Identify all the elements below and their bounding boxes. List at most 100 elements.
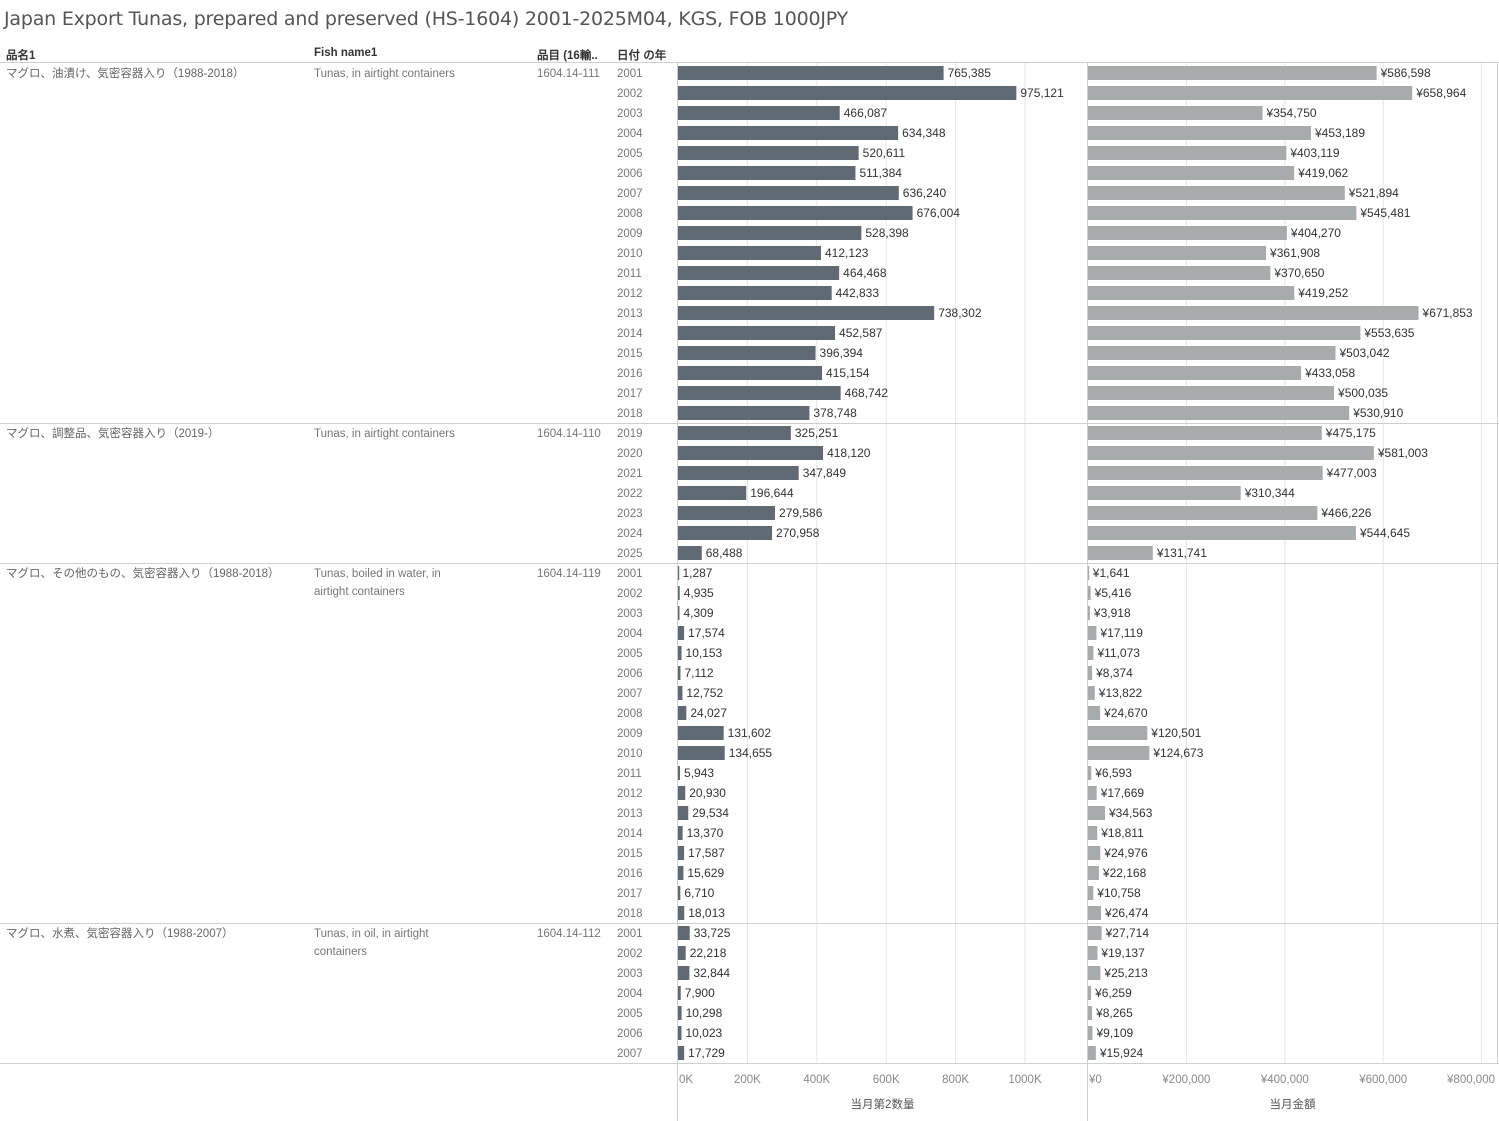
quantity-data-label: 24,027 bbox=[690, 706, 727, 720]
group-fish-name: Tunas, boiled in water, in bbox=[314, 568, 441, 580]
value-data-label: ¥477,003 bbox=[1326, 466, 1377, 480]
quantity-bar bbox=[678, 206, 913, 220]
value-bar bbox=[1088, 766, 1092, 780]
year-label: 2008 bbox=[617, 208, 643, 220]
value-bar bbox=[1088, 866, 1099, 880]
quantity-bar bbox=[678, 686, 683, 700]
year-label: 2019 bbox=[617, 428, 643, 440]
value-bar bbox=[1088, 646, 1094, 660]
year-label: 2009 bbox=[617, 728, 643, 740]
value-data-label: ¥6,593 bbox=[1094, 766, 1132, 780]
quantity-data-label: 415,154 bbox=[826, 366, 870, 380]
value-bar bbox=[1088, 966, 1101, 980]
value-data-label: ¥1,641 bbox=[1092, 566, 1130, 580]
year-label: 2015 bbox=[617, 848, 643, 860]
quantity-data-label: 528,398 bbox=[865, 226, 909, 240]
quantity-data-label: 636,240 bbox=[903, 186, 947, 200]
year-label: 2009 bbox=[617, 228, 643, 240]
quantity-tick-label: 0K bbox=[679, 1074, 693, 1086]
value-bar bbox=[1088, 926, 1102, 940]
quantity-bar bbox=[678, 1006, 682, 1020]
year-label: 2025 bbox=[617, 548, 643, 560]
value-bar bbox=[1088, 266, 1271, 280]
year-label: 2021 bbox=[617, 468, 643, 480]
header-code: 品目 (16輸.. bbox=[537, 50, 598, 62]
quantity-bar bbox=[678, 366, 823, 380]
year-label: 2004 bbox=[617, 628, 643, 640]
quantity-bar bbox=[678, 66, 944, 80]
group-fish-name: airtight containers bbox=[314, 586, 405, 598]
group-name-jp: マグロ、水煮、気密容器入り（1988-2007） bbox=[6, 926, 234, 940]
year-label: 2003 bbox=[617, 608, 643, 620]
quantity-data-label: 511,384 bbox=[859, 166, 902, 180]
value-data-label: ¥354,750 bbox=[1266, 106, 1317, 120]
quantity-data-label: 20,930 bbox=[689, 786, 726, 800]
quantity-tick-label: 800K bbox=[942, 1074, 969, 1086]
value-data-label: ¥18,811 bbox=[1100, 826, 1144, 840]
quantity-bar bbox=[678, 1026, 682, 1040]
year-label: 2005 bbox=[617, 648, 643, 660]
year-label: 2013 bbox=[617, 808, 643, 820]
quantity-data-label: 196,644 bbox=[750, 486, 794, 500]
quantity-data-label: 765,385 bbox=[948, 66, 992, 80]
value-data-label: ¥544,645 bbox=[1359, 526, 1410, 540]
quantity-data-label: 418,120 bbox=[827, 446, 871, 460]
group-fish-name: containers bbox=[314, 946, 367, 958]
quantity-data-label: 32,844 bbox=[693, 966, 730, 980]
quantity-data-label: 442,833 bbox=[836, 286, 880, 300]
quantity-bar bbox=[678, 606, 680, 620]
quantity-bar bbox=[678, 266, 840, 280]
value-bar bbox=[1088, 106, 1263, 120]
quantity-data-label: 33,725 bbox=[694, 926, 731, 940]
year-label: 2011 bbox=[617, 268, 642, 280]
quantity-bar bbox=[678, 326, 836, 340]
value-bar bbox=[1088, 686, 1095, 700]
quantity-tick-label: 200K bbox=[734, 1074, 761, 1086]
year-label: 2006 bbox=[617, 168, 643, 180]
value-data-label: ¥9,109 bbox=[1095, 1026, 1133, 1040]
value-data-label: ¥361,908 bbox=[1269, 246, 1320, 260]
value-tick-label: ¥800,000 bbox=[1446, 1074, 1495, 1086]
value-bar bbox=[1088, 1006, 1093, 1020]
quantity-data-label: 29,534 bbox=[692, 806, 729, 820]
group-name-jp: マグロ、その他のもの、気密容器入り（1988-2018） bbox=[6, 566, 280, 580]
value-data-label: ¥124,673 bbox=[1152, 746, 1203, 760]
header-fish-name: Fish name1 bbox=[314, 47, 378, 59]
value-data-label: ¥403,119 bbox=[1289, 146, 1339, 160]
value-tick-label: ¥200,000 bbox=[1161, 1074, 1210, 1086]
group-code: 1604.14-119 bbox=[537, 568, 601, 580]
year-label: 2014 bbox=[617, 328, 643, 340]
value-bar bbox=[1088, 426, 1322, 440]
value-data-label: ¥419,062 bbox=[1297, 166, 1348, 180]
value-data-label: ¥671,853 bbox=[1422, 306, 1473, 320]
group-name-jp: マグロ、油漬け、気密容器入り（1988-2018） bbox=[6, 66, 244, 80]
value-bar bbox=[1088, 146, 1287, 160]
value-bar bbox=[1088, 1026, 1093, 1040]
quantity-bar bbox=[678, 1046, 685, 1060]
value-bar bbox=[1088, 66, 1377, 80]
quantity-bar bbox=[678, 546, 702, 560]
value-bar bbox=[1088, 486, 1241, 500]
quantity-data-label: 7,900 bbox=[685, 986, 715, 1000]
value-bar bbox=[1088, 846, 1101, 860]
group-fish-name: Tunas, in airtight containers bbox=[314, 428, 455, 440]
quantity-bar bbox=[678, 306, 935, 320]
value-bar bbox=[1088, 726, 1148, 740]
value-axis-title: 当月金額 bbox=[1270, 1097, 1316, 1111]
value-data-label: ¥22,168 bbox=[1102, 866, 1147, 880]
year-label: 2003 bbox=[617, 968, 643, 980]
quantity-bar bbox=[678, 166, 856, 180]
quantity-data-label: 325,251 bbox=[795, 426, 839, 440]
value-data-label: ¥433,058 bbox=[1304, 366, 1355, 380]
quantity-data-label: 6,710 bbox=[684, 886, 714, 900]
quantity-data-label: 10,298 bbox=[686, 1006, 723, 1020]
quantity-bar bbox=[678, 246, 822, 260]
value-bar bbox=[1088, 186, 1345, 200]
year-label: 2007 bbox=[617, 1048, 643, 1060]
value-bar bbox=[1088, 166, 1295, 180]
year-label: 2001 bbox=[617, 928, 643, 940]
value-data-label: ¥370,650 bbox=[1273, 266, 1324, 280]
quantity-data-label: 7,112 bbox=[684, 666, 713, 680]
quantity-data-label: 347,849 bbox=[803, 466, 847, 480]
value-data-label: ¥310,344 bbox=[1244, 486, 1295, 500]
